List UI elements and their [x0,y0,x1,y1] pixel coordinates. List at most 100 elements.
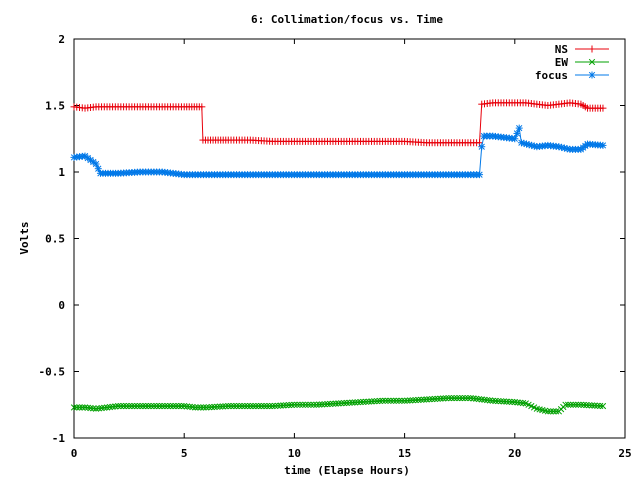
data-point [506,398,513,405]
data-point [310,401,317,408]
x-tick-label: 20 [508,447,521,460]
data-point [417,396,425,403]
data-point [233,402,240,410]
data-point [117,402,124,410]
y-tick-label: -0.5 [39,366,66,379]
data-point [591,402,598,409]
data-point [244,402,251,410]
data-point [599,141,607,149]
data-point [547,408,554,415]
data-point [70,404,78,411]
data-point [577,401,585,408]
legend-item-NS: NS [555,43,609,56]
data-point [412,396,419,404]
data-point [161,402,169,410]
data-point [495,397,502,405]
data-point [586,402,593,409]
data-point [423,396,430,403]
data-point [321,401,328,408]
data-point [277,402,284,409]
data-point [299,401,306,408]
data-point [428,395,436,403]
data-point [362,398,370,405]
data-point [288,401,295,409]
data-point [294,401,301,408]
data-point [249,402,257,410]
y-tick-label: -1 [52,432,66,445]
data-point [379,397,386,404]
data-point [192,404,199,411]
data-point [329,400,337,407]
data-point [409,397,417,404]
data-point [266,402,273,410]
data-point [420,396,428,403]
data-point [324,400,331,408]
data-point [588,402,596,409]
data-point [500,398,507,405]
data-point [123,402,130,410]
legend-label: EW [555,56,569,69]
data-point [497,398,505,405]
data-point [172,402,180,410]
y-tick-label: 1.5 [45,100,65,113]
data-point [316,401,323,408]
data-point [515,124,523,132]
data-point [462,394,469,402]
data-point [346,399,353,406]
data-point [440,395,447,402]
data-point [599,402,607,410]
data-point [198,103,206,111]
data-point [164,402,171,410]
data-point [285,401,293,409]
data-point [564,401,572,408]
data-point [222,403,229,410]
data-point [448,394,455,402]
x-tick-label: 0 [71,447,78,460]
data-point [393,397,400,404]
data-point [307,401,315,408]
data-point [354,399,361,406]
data-point [431,395,439,403]
data-point [544,408,552,415]
x-tick-label: 25 [618,447,631,460]
x-tick-label: 5 [181,447,188,460]
data-point [476,171,484,179]
data-point [373,397,381,405]
data-point [464,394,472,402]
data-point [271,402,279,410]
data-point [197,404,204,411]
data-point [178,402,185,410]
data-point [384,397,392,404]
legend-marker [588,71,596,79]
data-point [404,397,411,404]
data-point [200,404,207,411]
data-point [282,402,290,409]
data-point [73,404,80,411]
data-point [211,403,218,411]
data-point [459,394,466,402]
data-point [340,399,348,407]
data-point [125,402,133,410]
data-point [597,402,604,410]
data-point [274,402,282,409]
data-point [395,397,403,404]
data-point [291,401,298,408]
data-point [572,401,579,408]
data-point [167,402,174,410]
data-point [302,401,309,408]
data-point [227,402,235,410]
data-point [434,395,441,402]
data-point [570,401,577,408]
data-point [150,402,158,410]
data-point [203,404,210,411]
legend-marker [588,45,596,53]
data-point [335,400,342,407]
series-layer [70,99,607,415]
data-point [280,402,287,409]
data-point [583,401,590,409]
data-point [147,402,155,410]
data-point [550,408,557,415]
data-point [426,396,433,403]
chart-title: 6: Collimation/focus vs. Time [251,13,443,26]
